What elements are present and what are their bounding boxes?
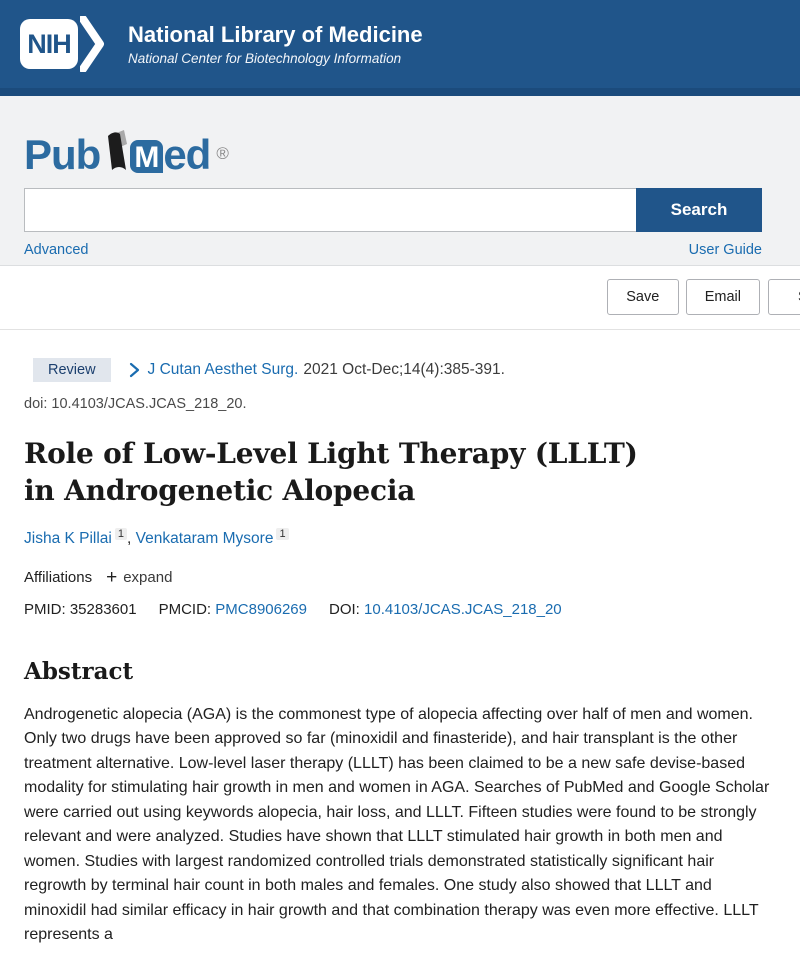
expand-label: expand: [123, 568, 173, 586]
save-button[interactable]: Save: [606, 279, 679, 315]
author-link[interactable]: Jisha K Pillai: [24, 529, 112, 547]
author-affiliation-sup: 1: [276, 527, 289, 540]
identifiers-row: PMID: 35283601 PMCID: PMC8906269 DOI: 10…: [24, 601, 770, 618]
pubmed-book-icon: [108, 130, 128, 170]
author-affiliation-sup: 1: [114, 527, 127, 540]
pmcid-link[interactable]: PMC8906269: [215, 600, 307, 618]
user-guide-link[interactable]: User Guide: [688, 242, 762, 258]
nih-chevron-icon: [80, 16, 104, 72]
author-link[interactable]: Venkataram Mysore: [135, 529, 274, 547]
org-subtitle: National Center for Biotechnology Inform…: [128, 51, 402, 67]
pubmed-logo-ed: ed: [163, 131, 211, 178]
org-name: National Library of Medicine: [128, 21, 423, 47]
plus-icon: +: [106, 566, 118, 588]
expand-affiliations-button[interactable]: + expand: [106, 568, 172, 587]
pubmed-search-section: Pub M ed ® Search Advanced User Guide: [0, 96, 800, 266]
abstract-heading: Abstract: [24, 657, 134, 685]
abstract-text: Androgenetic alopecia (AGA) is the commo…: [24, 705, 770, 944]
doi-link[interactable]: 10.4103/JCAS.JCAS_218_20: [364, 600, 562, 618]
pmcid-item: PMCID: PMC8906269: [159, 601, 307, 618]
doi-item: DOI: 10.4103/JCAS.JCAS_218_20: [329, 601, 562, 618]
pmcid-label: PMCID:: [158, 600, 212, 618]
article-title: Role of Low-Level Light Therapy (LLLT) i…: [24, 437, 638, 507]
pubmed-logo-pub: Pub: [24, 131, 101, 178]
citation-row: Review J Cutan Aesthet Surg. 2021 Oct-De…: [33, 358, 770, 382]
nih-header-titles: National Library of Medicine National Ce…: [128, 22, 423, 66]
advanced-link[interactable]: Advanced: [24, 242, 89, 258]
article-content: Review J Cutan Aesthet Surg. 2021 Oct-De…: [0, 330, 800, 948]
email-button[interactable]: Email: [685, 279, 760, 315]
send-to-button[interactable]: Send to: [768, 279, 800, 315]
journal-link[interactable]: J Cutan Aesthet Surg.: [147, 361, 299, 378]
nih-logo-acronym: NIH: [20, 19, 78, 69]
authors-list: Jisha K Pillai 1, Venkataram Mysore 1: [24, 527, 770, 548]
nih-logo[interactable]: NIH: [20, 16, 106, 72]
citation-details: 2021 Oct-Dec;14(4):385-391.: [303, 361, 505, 378]
doi-line: doi: 10.4103/JCAS.JCAS_218_20.: [24, 396, 247, 412]
pmid-item: PMID: 35283601: [24, 601, 137, 618]
pubmed-logo[interactable]: Pub M ed ®: [24, 124, 229, 176]
affiliations-row: Affiliations + expand: [24, 568, 770, 587]
doi-label: DOI:: [329, 600, 360, 618]
article-toolbar: Save Email Send to: [0, 266, 800, 330]
pmid-label: PMID:: [24, 600, 66, 618]
pubmed-logo-m: M: [130, 140, 164, 173]
registered-trademark: ®: [216, 144, 229, 163]
affiliations-label: Affiliations: [24, 568, 93, 586]
search-button[interactable]: Search: [636, 188, 762, 232]
author-separator: ,: [127, 529, 132, 547]
pmid-value: 35283601: [69, 600, 137, 618]
publication-type-badge: Review: [33, 358, 111, 382]
nih-header: NIH National Library of Medicine Nationa…: [0, 0, 800, 88]
search-bar: Search: [24, 188, 762, 232]
header-bottom-strip: [0, 88, 800, 96]
chevron-right-icon: [129, 362, 139, 378]
search-input[interactable]: [24, 188, 636, 232]
